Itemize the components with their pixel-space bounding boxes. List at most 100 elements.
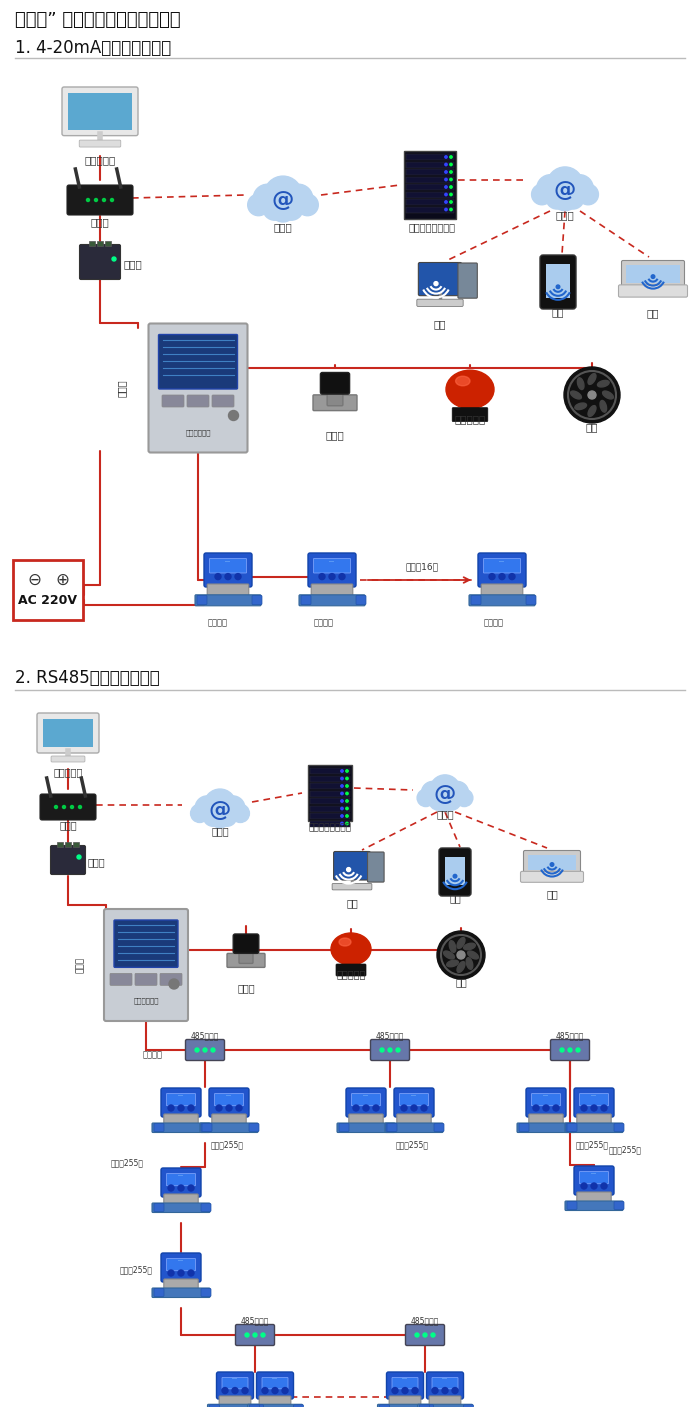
Ellipse shape bbox=[457, 961, 465, 972]
Circle shape bbox=[341, 792, 343, 795]
Circle shape bbox=[417, 789, 435, 806]
Ellipse shape bbox=[588, 405, 596, 416]
FancyBboxPatch shape bbox=[152, 1203, 210, 1213]
FancyBboxPatch shape bbox=[392, 1377, 418, 1389]
FancyBboxPatch shape bbox=[164, 1279, 198, 1290]
FancyBboxPatch shape bbox=[565, 1202, 623, 1210]
FancyBboxPatch shape bbox=[310, 775, 350, 781]
Text: 风机: 风机 bbox=[455, 976, 467, 986]
FancyBboxPatch shape bbox=[314, 559, 351, 573]
Circle shape bbox=[263, 197, 286, 221]
FancyBboxPatch shape bbox=[158, 335, 237, 388]
FancyBboxPatch shape bbox=[531, 1093, 561, 1106]
Circle shape bbox=[264, 176, 302, 214]
Circle shape bbox=[346, 785, 348, 787]
FancyBboxPatch shape bbox=[580, 1093, 608, 1106]
FancyBboxPatch shape bbox=[105, 241, 111, 246]
Circle shape bbox=[581, 1183, 587, 1189]
FancyBboxPatch shape bbox=[186, 1040, 225, 1061]
Circle shape bbox=[195, 1048, 199, 1052]
Text: ⊖: ⊖ bbox=[27, 571, 41, 590]
FancyBboxPatch shape bbox=[346, 1088, 386, 1117]
Circle shape bbox=[442, 792, 461, 810]
FancyBboxPatch shape bbox=[406, 176, 454, 183]
Circle shape bbox=[94, 198, 97, 201]
FancyBboxPatch shape bbox=[368, 853, 384, 882]
Circle shape bbox=[346, 815, 348, 817]
Circle shape bbox=[188, 1185, 194, 1190]
Circle shape bbox=[509, 574, 515, 580]
FancyBboxPatch shape bbox=[50, 846, 85, 875]
Circle shape bbox=[566, 174, 594, 203]
FancyBboxPatch shape bbox=[239, 936, 253, 964]
Text: ---: --- bbox=[329, 559, 335, 564]
Circle shape bbox=[228, 411, 239, 421]
Circle shape bbox=[432, 1387, 438, 1393]
Circle shape bbox=[380, 1048, 384, 1052]
FancyBboxPatch shape bbox=[222, 1377, 248, 1389]
FancyBboxPatch shape bbox=[68, 93, 132, 129]
Circle shape bbox=[651, 274, 654, 279]
Circle shape bbox=[225, 574, 231, 580]
Circle shape bbox=[346, 822, 348, 825]
Text: ---: --- bbox=[226, 1093, 232, 1097]
Circle shape bbox=[226, 1104, 232, 1112]
Circle shape bbox=[553, 187, 577, 211]
Text: 终端: 终端 bbox=[546, 889, 558, 899]
Circle shape bbox=[556, 286, 560, 288]
Circle shape bbox=[346, 868, 351, 871]
FancyBboxPatch shape bbox=[152, 1287, 210, 1297]
FancyBboxPatch shape bbox=[445, 857, 465, 885]
Circle shape bbox=[77, 855, 81, 860]
Circle shape bbox=[411, 1104, 417, 1112]
Text: 报警控制主机: 报警控制主机 bbox=[133, 998, 159, 1005]
Circle shape bbox=[388, 1048, 392, 1052]
FancyBboxPatch shape bbox=[308, 553, 356, 587]
Circle shape bbox=[547, 167, 583, 203]
Circle shape bbox=[248, 194, 270, 215]
FancyBboxPatch shape bbox=[426, 1372, 463, 1399]
Circle shape bbox=[236, 1104, 242, 1112]
FancyBboxPatch shape bbox=[216, 1372, 253, 1399]
FancyBboxPatch shape bbox=[167, 1173, 195, 1186]
Circle shape bbox=[456, 789, 473, 806]
Text: AC 220V: AC 220V bbox=[18, 594, 78, 606]
Text: 可连接255台: 可连接255台 bbox=[211, 1141, 244, 1150]
Circle shape bbox=[272, 1387, 278, 1393]
Circle shape bbox=[262, 1387, 268, 1393]
Circle shape bbox=[444, 179, 447, 180]
Ellipse shape bbox=[598, 380, 609, 387]
Circle shape bbox=[444, 170, 447, 173]
FancyBboxPatch shape bbox=[252, 595, 262, 605]
FancyBboxPatch shape bbox=[89, 241, 95, 246]
FancyBboxPatch shape bbox=[135, 974, 157, 985]
FancyBboxPatch shape bbox=[580, 1172, 608, 1183]
FancyBboxPatch shape bbox=[67, 184, 133, 215]
FancyBboxPatch shape bbox=[161, 1088, 201, 1117]
FancyBboxPatch shape bbox=[259, 1396, 290, 1406]
FancyBboxPatch shape bbox=[406, 169, 454, 174]
Text: 转换器: 转换器 bbox=[124, 259, 143, 269]
Ellipse shape bbox=[463, 943, 475, 950]
Circle shape bbox=[270, 197, 295, 222]
Circle shape bbox=[341, 777, 343, 779]
Circle shape bbox=[169, 979, 179, 989]
FancyBboxPatch shape bbox=[417, 300, 463, 307]
FancyBboxPatch shape bbox=[406, 153, 454, 160]
FancyBboxPatch shape bbox=[43, 719, 93, 747]
Circle shape bbox=[450, 193, 452, 196]
FancyBboxPatch shape bbox=[299, 595, 365, 606]
Circle shape bbox=[546, 187, 568, 210]
FancyBboxPatch shape bbox=[248, 1404, 302, 1407]
Circle shape bbox=[444, 208, 447, 211]
Circle shape bbox=[430, 775, 460, 805]
Circle shape bbox=[178, 1185, 184, 1190]
Text: 声光报警器: 声光报警器 bbox=[454, 414, 486, 424]
Circle shape bbox=[204, 789, 236, 820]
Ellipse shape bbox=[578, 378, 584, 390]
FancyBboxPatch shape bbox=[567, 1124, 577, 1131]
FancyBboxPatch shape bbox=[161, 1254, 201, 1282]
FancyBboxPatch shape bbox=[73, 841, 79, 847]
FancyBboxPatch shape bbox=[526, 595, 536, 605]
Circle shape bbox=[261, 1332, 265, 1337]
